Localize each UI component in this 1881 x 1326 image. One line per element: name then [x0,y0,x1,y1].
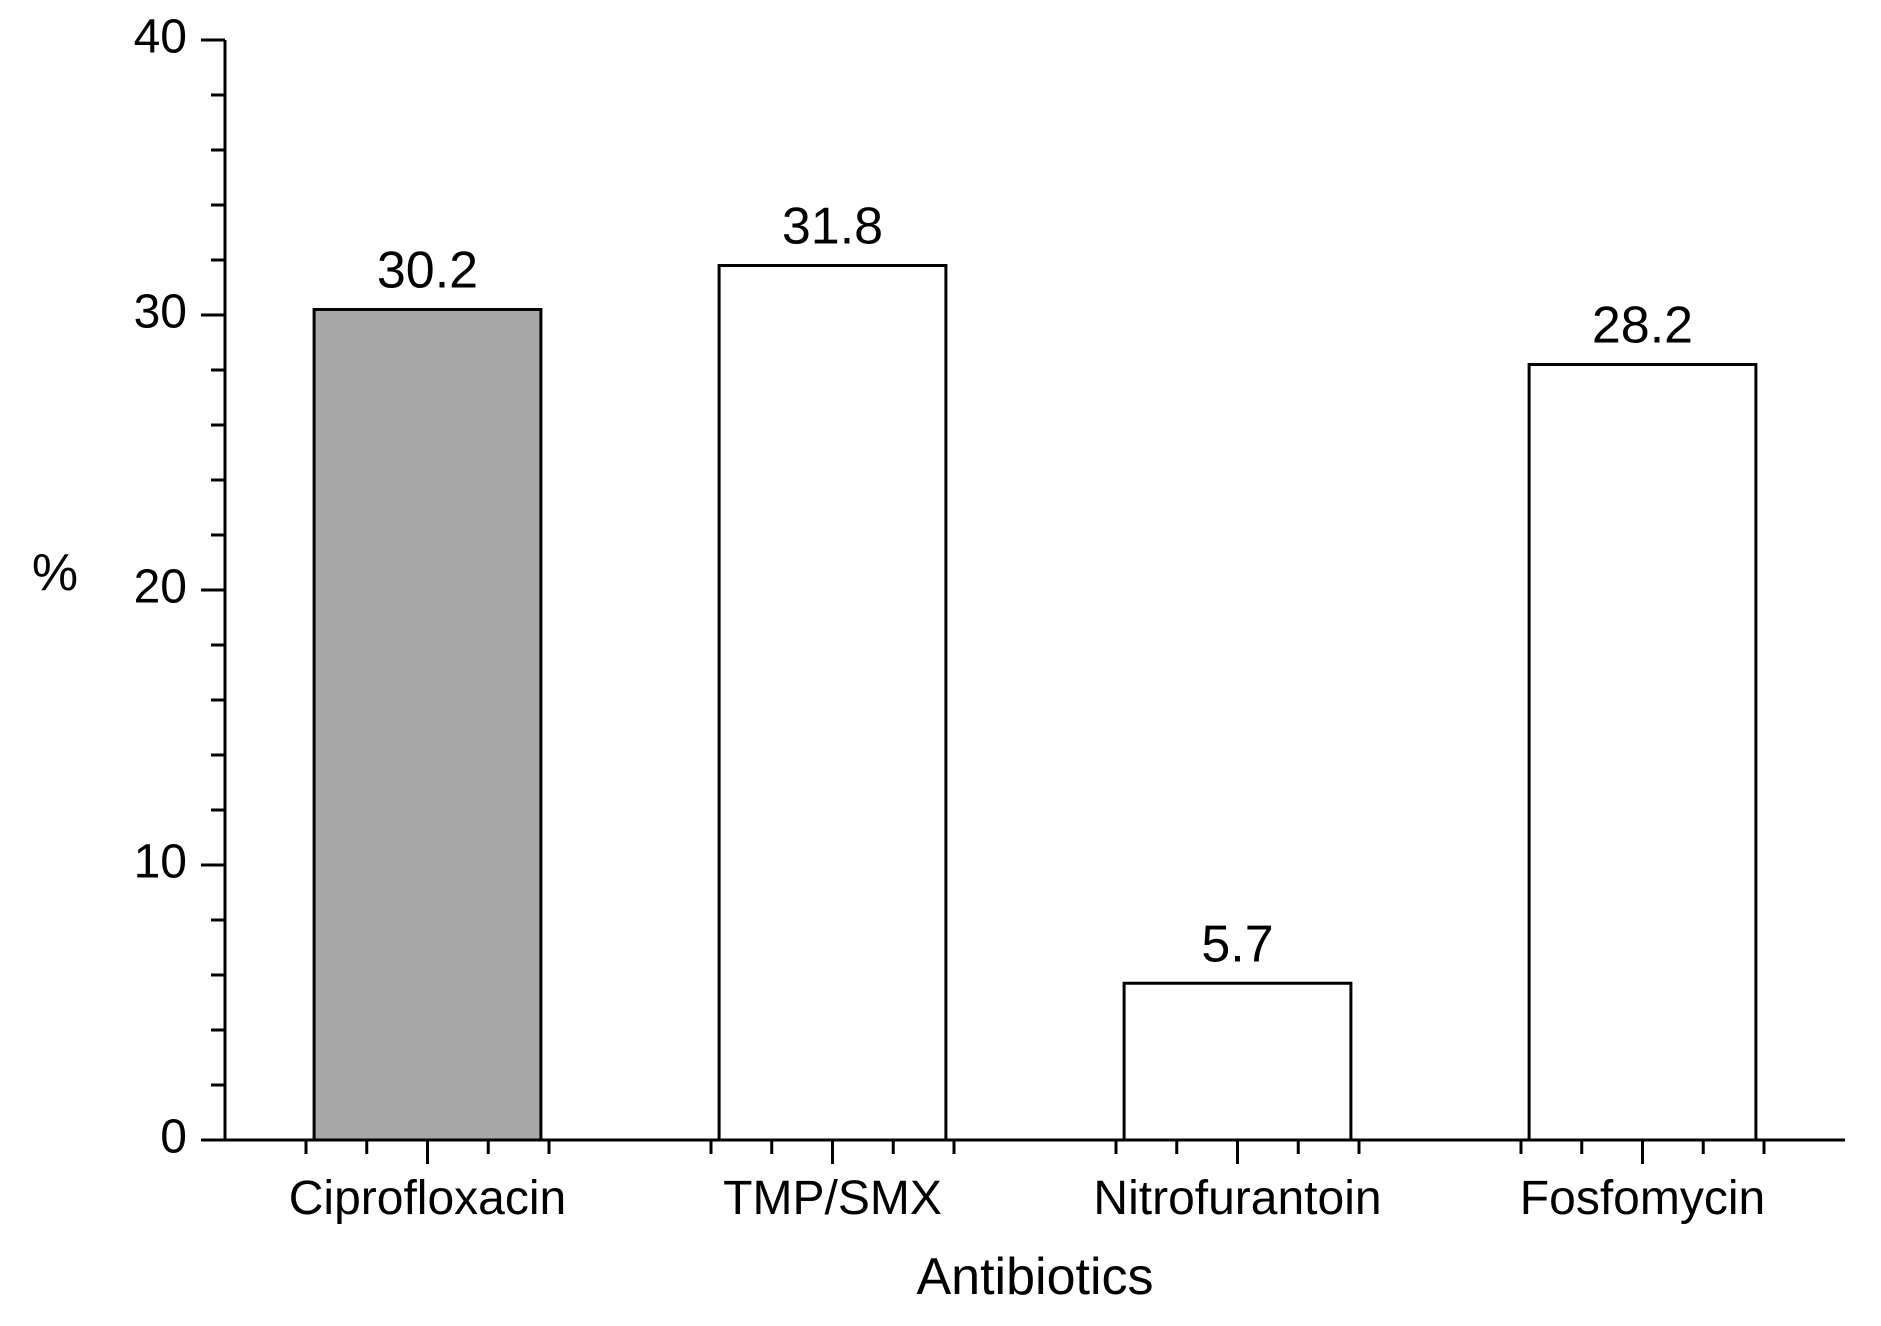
x-axis-title: Antibiotics [917,1248,1154,1306]
bar-value-label: 30.2 [377,242,478,300]
y-tick-label: 20 [134,561,187,614]
y-tick-label: 40 [134,11,187,64]
category-label: Ciprofloxacin [289,1172,566,1225]
bar-value-label: 31.8 [782,198,883,256]
chart-svg: 0 10 20 30 40 30.2 Ciprofloxacin 31.8 TMP/SMX 5.7… [0,0,1881,1326]
category-label: Nitrofurantoin [1093,1172,1381,1225]
bar-nitrofurantoin [1124,983,1351,1140]
category-label: TMP/SMX [723,1172,942,1225]
bar-tmp-smx [719,266,946,1141]
bar-value-label: 5.7 [1201,915,1273,973]
y-tick-label: 10 [134,836,187,889]
bar-ciprofloxacin [314,310,541,1141]
antibiotics-bar-chart: 0 10 20 30 40 30.2 Ciprofloxacin 31.8 TMP/SMX 5.7… [0,0,1881,1326]
y-tick-label: 0 [160,1111,187,1164]
y-tick-label: 30 [134,286,187,339]
y-axis-title: % [32,544,78,602]
bar-value-label: 28.2 [1592,297,1693,355]
bar-fosfomycin [1529,365,1756,1141]
category-label: Fosfomycin [1520,1172,1765,1225]
